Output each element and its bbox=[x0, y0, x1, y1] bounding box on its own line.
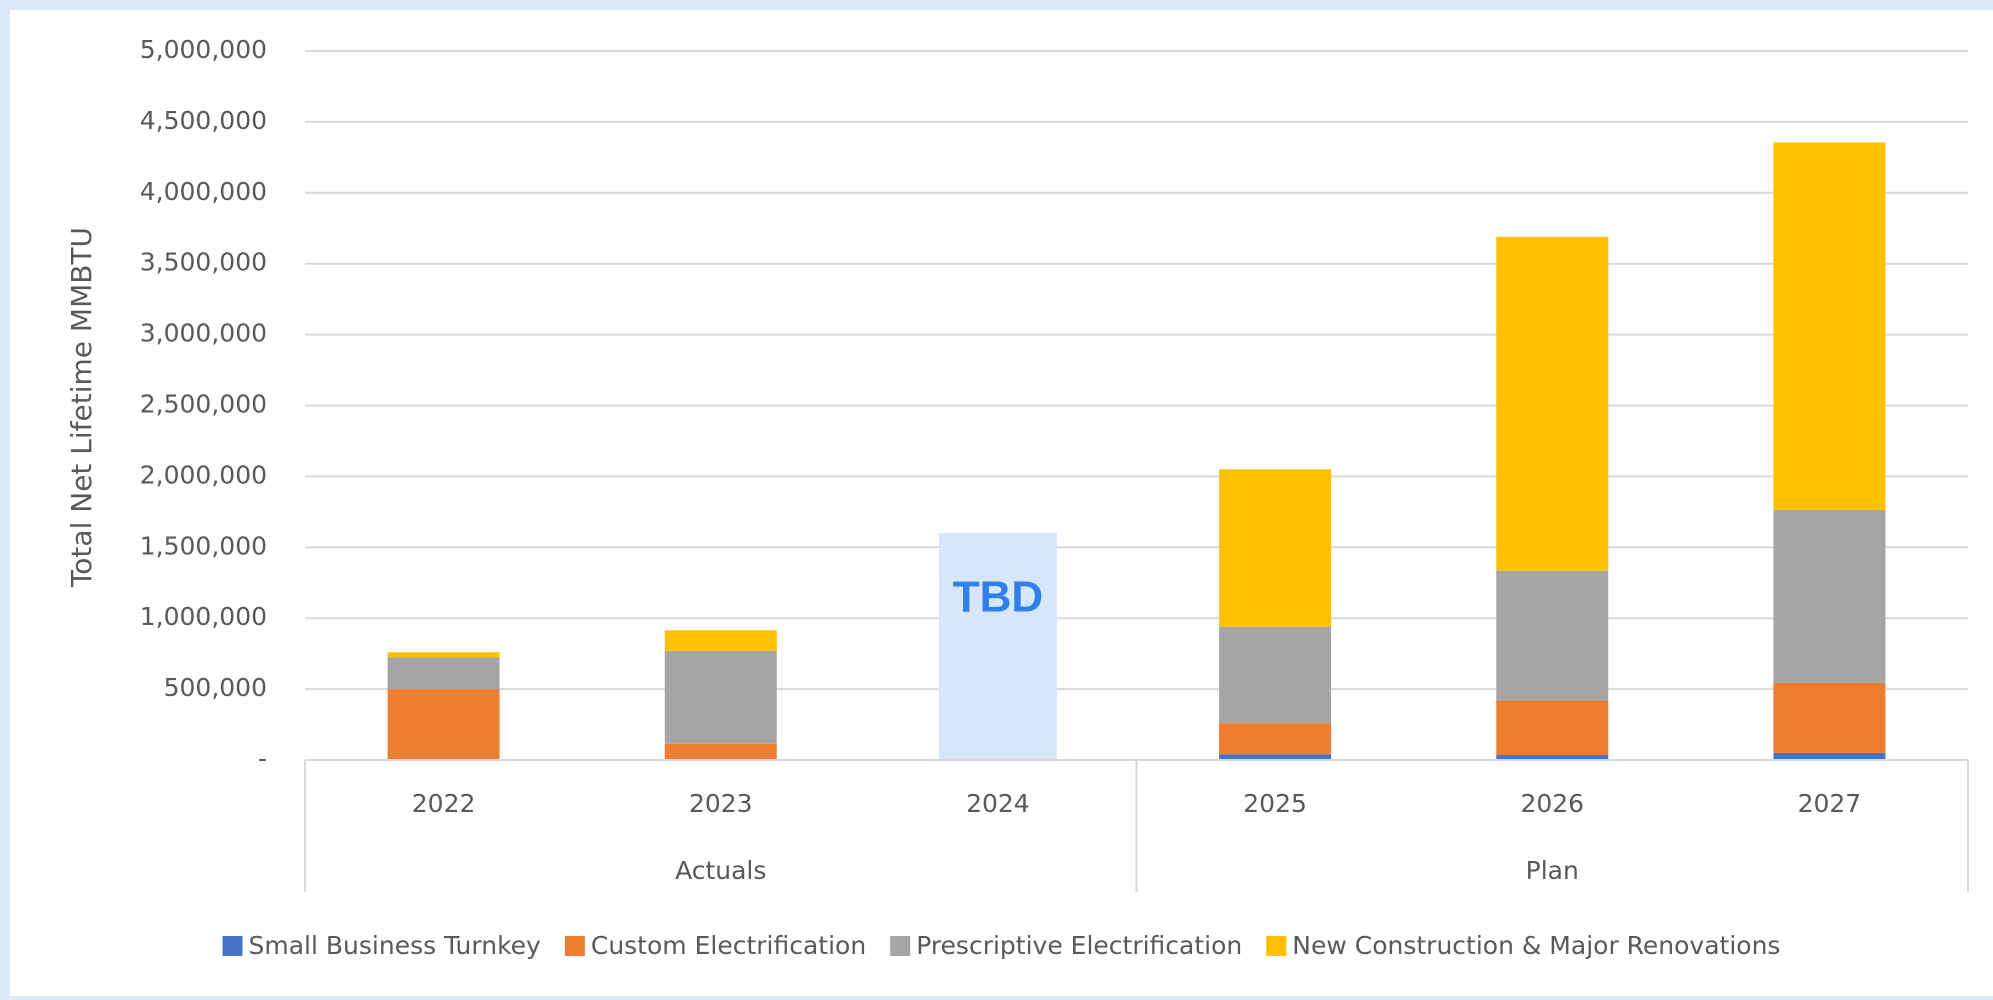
group-label: Actuals bbox=[675, 856, 766, 885]
bar-segment bbox=[1773, 142, 1886, 510]
y-tick-label: 5,000,000 bbox=[140, 35, 267, 64]
legend-swatch bbox=[890, 936, 911, 956]
bar-segment bbox=[1219, 754, 1332, 760]
bar-segment bbox=[664, 743, 777, 760]
legend-swatch bbox=[1266, 936, 1287, 956]
x-tick-label: 2023 bbox=[689, 789, 753, 818]
bar-segment bbox=[664, 630, 777, 651]
y-tick-label: 500,000 bbox=[164, 673, 267, 702]
bar-segment bbox=[1496, 236, 1609, 571]
y-tick-label: 3,500,000 bbox=[140, 248, 267, 277]
x-tick-label: 2026 bbox=[1520, 789, 1584, 818]
bar-segment bbox=[1219, 469, 1332, 627]
y-tick-label: 2,500,000 bbox=[140, 390, 267, 419]
legend-label: Prescriptive Electrification bbox=[916, 931, 1242, 960]
bar-segment bbox=[1496, 755, 1609, 760]
legend-swatch bbox=[222, 936, 243, 956]
legend-swatch bbox=[564, 936, 585, 956]
bar-segment bbox=[1773, 752, 1886, 760]
y-tick-label: 2,000,000 bbox=[140, 460, 267, 489]
bar-segment bbox=[1773, 682, 1886, 753]
y-tick-label: 4,500,000 bbox=[140, 106, 267, 135]
x-tick-label: 2027 bbox=[1798, 789, 1862, 818]
legend-label: Custom Electrification bbox=[591, 931, 866, 960]
y-tick-label: - bbox=[258, 744, 267, 773]
y-tick-label: 1,500,000 bbox=[140, 531, 267, 560]
annotation-box bbox=[938, 533, 1057, 760]
legend-label: New Construction & Major Renovations bbox=[1292, 931, 1780, 960]
y-tick-label: 4,000,000 bbox=[140, 177, 267, 206]
group-label: Plan bbox=[1526, 856, 1579, 885]
bar-segment bbox=[1773, 509, 1886, 683]
x-tick-label: 2025 bbox=[1243, 789, 1307, 818]
bar-segment bbox=[1496, 570, 1609, 701]
bar-segment bbox=[1219, 723, 1332, 755]
bar-segment bbox=[387, 657, 500, 690]
y-tick-label: 1,000,000 bbox=[140, 602, 267, 631]
chart-area bbox=[10, 10, 1993, 996]
y-tick-label: 3,000,000 bbox=[140, 319, 267, 348]
bar-segment bbox=[1496, 700, 1609, 756]
bar-segment bbox=[387, 689, 500, 760]
annotation-text: TBD bbox=[953, 573, 1043, 622]
bar-segment bbox=[664, 650, 777, 744]
x-tick-label: 2022 bbox=[412, 789, 476, 818]
legend-label: Small Business Turnkey bbox=[249, 931, 542, 960]
y-axis-title: Total Net Lifetime MMBTU bbox=[65, 227, 98, 588]
bar-segment bbox=[1219, 626, 1332, 724]
bar-segment bbox=[387, 652, 500, 658]
x-tick-label: 2024 bbox=[966, 789, 1030, 818]
